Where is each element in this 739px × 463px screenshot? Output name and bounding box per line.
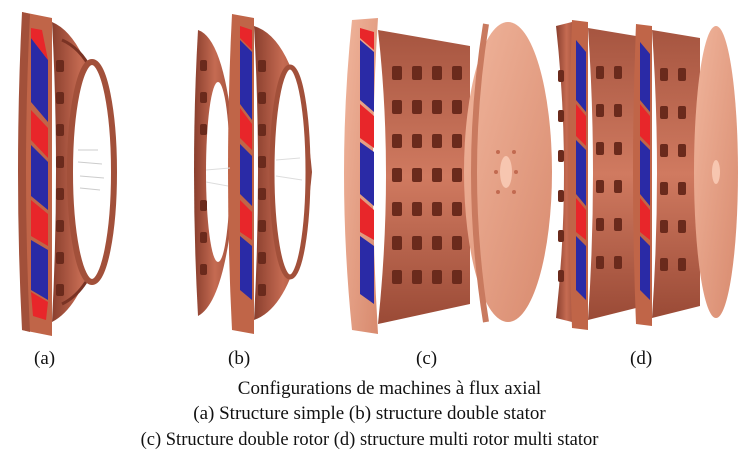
panel-label-b: (b) bbox=[228, 348, 251, 369]
machine-b bbox=[194, 14, 312, 334]
stator-ring bbox=[52, 22, 117, 322]
caption-line-1: (a) Structure simple (b) structure doubl… bbox=[193, 403, 546, 424]
machine-c bbox=[344, 18, 552, 334]
stator-slots bbox=[392, 66, 462, 284]
magnets bbox=[360, 28, 374, 304]
panel-label-c: (c) bbox=[416, 348, 438, 369]
caption-title: Configurations de machines à flux axial bbox=[237, 378, 542, 399]
panel-label-d: (d) bbox=[630, 348, 653, 369]
magnets bbox=[31, 28, 48, 320]
machine-d bbox=[556, 20, 738, 330]
panel-label-a: (a) bbox=[34, 348, 56, 369]
caption-line-2: (c) Structure double rotor (d) structure… bbox=[140, 430, 599, 450]
axial-flux-machines-figure bbox=[18, 12, 738, 336]
machine-a bbox=[18, 12, 117, 336]
magnets bbox=[240, 26, 252, 300]
